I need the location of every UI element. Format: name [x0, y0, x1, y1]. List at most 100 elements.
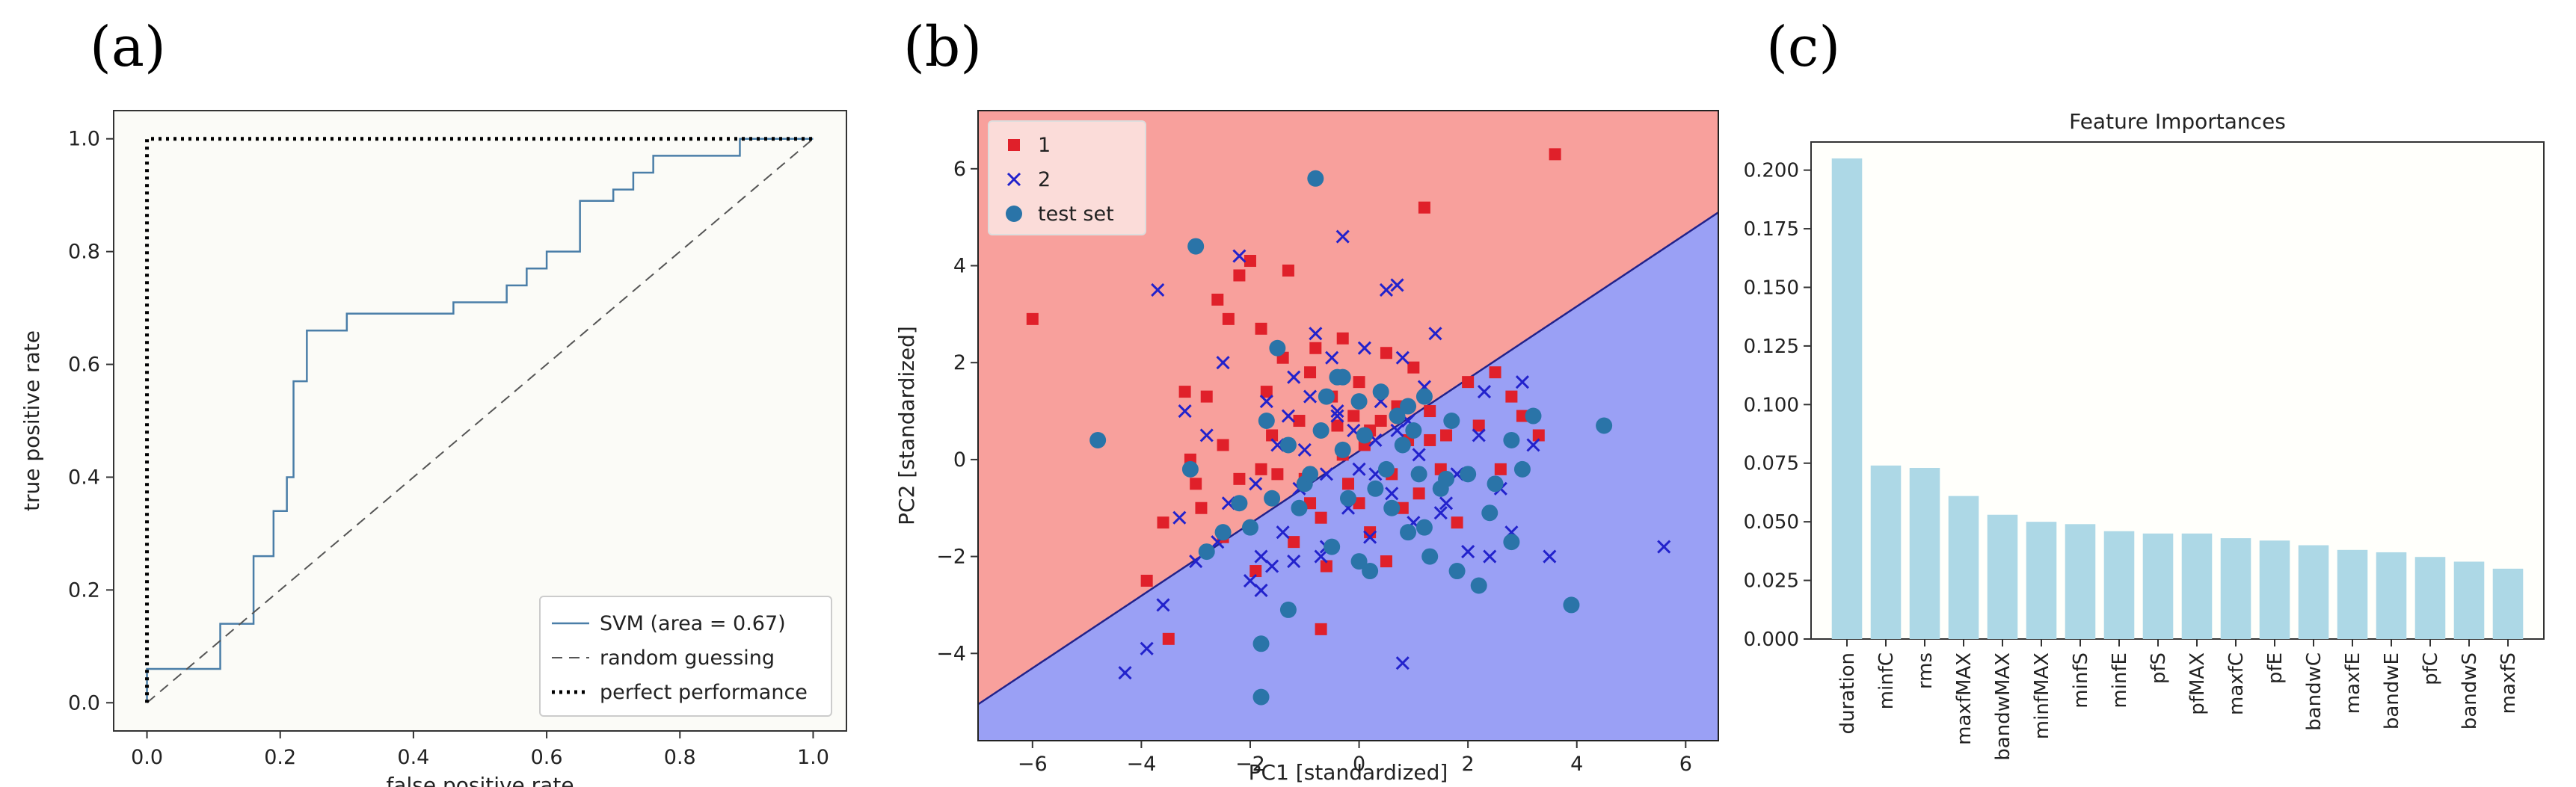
- series-1-point-1: [1288, 536, 1300, 549]
- importance-x-tick-label: minfS: [2070, 652, 2092, 709]
- series-2-point-2: [1428, 327, 1442, 341]
- importance-y-tick-label: 0.000: [1744, 629, 1799, 651]
- series-1-point-1: [1424, 405, 1436, 418]
- test-set-point-test-set: [1410, 466, 1427, 483]
- series-1-point-1: [1407, 361, 1420, 374]
- roc-x-tick-label: 0.4: [397, 746, 429, 769]
- panel-label-b: (b): [903, 15, 983, 79]
- pca-legend-swatch: [1006, 206, 1022, 222]
- importance-y-tick-label: 0.200: [1744, 160, 1799, 182]
- series-2-point-2: [1335, 229, 1350, 244]
- series-2-point-2: [1259, 395, 1273, 409]
- pca-x-tick-label: −6: [1018, 753, 1048, 776]
- pca-y-tick-label: −4: [936, 642, 966, 665]
- test-set-point-test-set: [1405, 422, 1422, 439]
- series-2-point-2: [1352, 462, 1366, 476]
- importance-y-tick-label: 0.075: [1744, 453, 1799, 475]
- series-1-point-1: [1532, 429, 1545, 442]
- series-2-point-2: [1330, 404, 1344, 419]
- series-2-point-2: [1314, 549, 1328, 564]
- pca-y-tick-label: 2: [953, 351, 966, 374]
- series-1-point-1: [1353, 376, 1365, 389]
- importance-bar-pfe: [2259, 540, 2290, 639]
- pca-x-axis-label: PC1 [standardized]: [1249, 760, 1448, 785]
- series-2-point-2: [1657, 540, 1671, 554]
- importance-y-tick-label: 0.125: [1744, 336, 1799, 358]
- importance-x-tick-label: minfMAX: [2031, 652, 2053, 739]
- series-2-point-2: [1483, 549, 1497, 564]
- importance-bar-bandwmax: [1987, 514, 2018, 639]
- series-1-point-1: [1233, 269, 1246, 282]
- pca-x-tick-label: 2: [1462, 753, 1475, 776]
- series-2-point-2: [1216, 356, 1230, 370]
- roc-x-tick-label: 0.6: [531, 746, 563, 769]
- series-2-point-2: [1543, 549, 1557, 564]
- roc-x-tick-label: 0.8: [664, 746, 696, 769]
- series-2-point-2: [1439, 496, 1454, 510]
- importance-x-tick-label: rms: [1914, 652, 1937, 689]
- pca-y-tick-label: 6: [953, 158, 966, 181]
- importance-bar-pfc: [2414, 557, 2446, 639]
- importance-x-tick-label: pfC: [2420, 652, 2442, 685]
- roc-legend-label: SVM (area = 0.67): [600, 612, 786, 635]
- roc-series-random-guessing: [146, 138, 814, 704]
- roc-y-tick-label: 1.0: [68, 128, 100, 151]
- test-set-point-test-set: [1470, 577, 1487, 594]
- importance-x-tick-label: maxfS: [2497, 652, 2520, 714]
- series-2-point-2: [1515, 375, 1530, 389]
- series-1-point-1: [1190, 478, 1202, 490]
- test-set-point-test-set: [1252, 635, 1270, 652]
- series-2-point-2: [1118, 666, 1132, 680]
- series-2-point-2: [1390, 278, 1404, 292]
- importance-bar-duration: [1831, 158, 1863, 640]
- test-set-point-test-set: [1264, 490, 1281, 507]
- test-set-point-test-set: [1356, 427, 1373, 444]
- test-set-point-test-set: [1324, 538, 1341, 555]
- series-1-point-1: [1255, 322, 1267, 335]
- roc-legend-label: random guessing: [600, 646, 775, 670]
- importance-bar-minfc: [1870, 465, 1902, 639]
- roc-x-tick-label: 0.2: [264, 746, 296, 769]
- roc-chart: 0.0 0.2 0.4 0.6 0.8 1.0 0.0 0.2 0.4 0.6 0.8 1.0 fals…: [19, 110, 847, 787]
- series-1-point-1: [1309, 342, 1322, 354]
- series-2-point-2: [1276, 525, 1290, 540]
- test-set-point-test-set: [1443, 413, 1460, 430]
- roc-series-perfect-performance: [145, 137, 814, 703]
- roc-y-tick-label: 0.2: [68, 578, 100, 602]
- series-2-point-2: [1243, 573, 1258, 588]
- series-1-point-1: [1418, 201, 1430, 214]
- test-set-point-test-set: [1291, 499, 1308, 516]
- importance-y-tick-label: 0.050: [1744, 511, 1799, 534]
- series-2-point-2: [1265, 559, 1279, 573]
- series-1-point-1: [1342, 478, 1354, 490]
- test-set-point-test-set: [1400, 524, 1417, 541]
- importance-y-tick-label: 0.150: [1744, 277, 1799, 299]
- importance-bar-rms: [1909, 468, 1940, 639]
- series-2-point-2: [1390, 423, 1404, 438]
- importance-bar-bandwe: [2376, 552, 2407, 639]
- series-1-point-1: [1162, 632, 1175, 645]
- importance-bar-pfs: [2142, 533, 2174, 639]
- test-set-point-test-set: [1350, 393, 1368, 410]
- importance-x-tick-label: pfS: [2148, 652, 2170, 684]
- importance-bar-maxfe: [2337, 549, 2368, 639]
- test-set-point-test-set: [1503, 431, 1520, 448]
- test-set-point-test-set: [1334, 441, 1351, 458]
- test-set-point-test-set: [1596, 417, 1613, 434]
- roc-y-tick-label: 0.8: [68, 241, 100, 264]
- test-set-point-test-set: [1383, 499, 1401, 516]
- test-set-point-test-set: [1487, 475, 1504, 493]
- series-1-point-1: [1195, 501, 1208, 514]
- series-2-point-2: [1140, 641, 1154, 655]
- series-1-point-1: [1178, 386, 1191, 398]
- pca-legend-label: test set: [1038, 203, 1114, 226]
- series-1-point-1: [1374, 415, 1387, 428]
- importance-bar-maxfmax: [1948, 496, 1979, 639]
- series-1-point-1: [1211, 293, 1224, 306]
- importance-title: Feature Importances: [2069, 109, 2286, 134]
- test-set-point-test-set: [1269, 339, 1286, 357]
- importance-x-tick-label: bandwE: [2381, 652, 2403, 729]
- test-set-point-test-set: [1302, 466, 1319, 483]
- series-1-point-1: [1315, 511, 1327, 524]
- series-1-point-1: [1304, 366, 1317, 379]
